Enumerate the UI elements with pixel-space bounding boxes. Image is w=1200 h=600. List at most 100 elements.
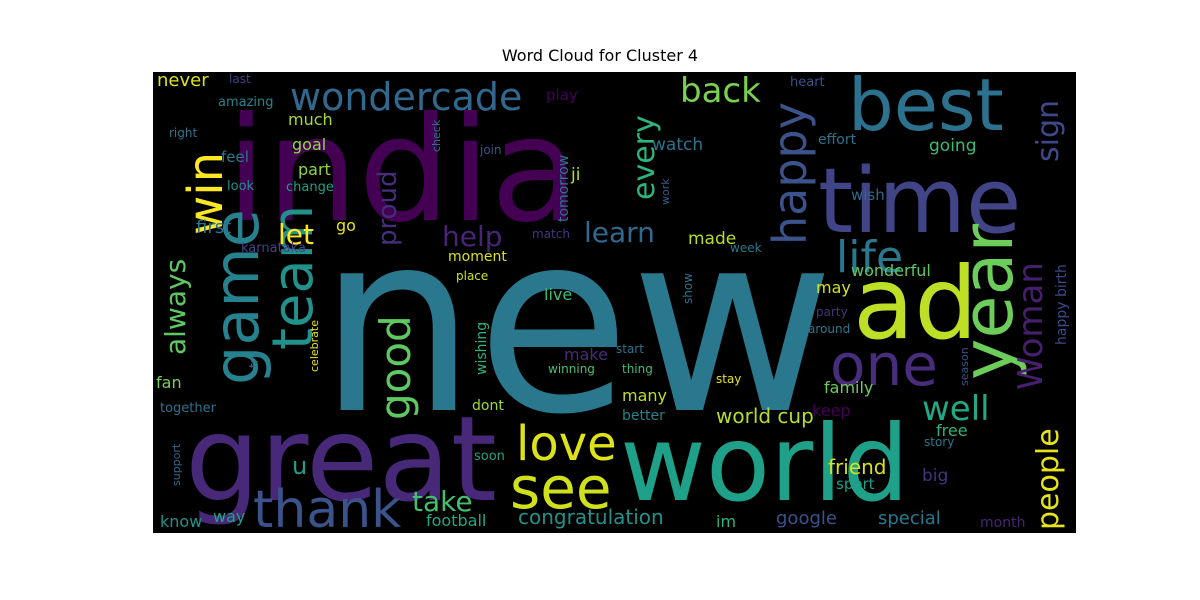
- word-new: new: [318, 178, 835, 469]
- word-congratulation: congratulation: [518, 505, 664, 529]
- word-free: free: [936, 421, 968, 440]
- word-back: back: [680, 72, 761, 111]
- word-people: people: [1031, 428, 1066, 530]
- word-tomorrow: tomorrow: [556, 155, 572, 222]
- word-happy-birth: happy birth: [1054, 264, 1070, 345]
- word-amazing: amazing: [218, 95, 274, 110]
- word-ji: ji: [570, 165, 580, 185]
- word-win: win: [178, 152, 234, 235]
- word-wondercade: wondercade: [290, 75, 522, 119]
- word-one: one: [830, 331, 938, 399]
- word-dont: dont: [472, 398, 504, 414]
- word-india: india: [226, 86, 579, 255]
- word-big: big: [922, 466, 948, 486]
- word-soon: soon: [474, 449, 505, 464]
- word-go: go: [336, 216, 356, 235]
- word-first: first: [196, 217, 231, 238]
- word-match: match: [532, 227, 570, 241]
- word-support: support: [170, 443, 183, 486]
- word-let: let: [278, 218, 314, 251]
- word-better: better: [622, 408, 665, 424]
- word-world-cup: world cup: [716, 404, 814, 428]
- word-made: made: [688, 229, 736, 249]
- word-month: month: [980, 515, 1025, 531]
- word-change: change: [286, 180, 334, 195]
- word-watch: watch: [652, 135, 703, 155]
- word-every: every: [627, 115, 662, 200]
- word-thing: thing: [622, 362, 653, 376]
- word-ad: ad: [853, 245, 978, 362]
- word-live: live: [544, 285, 572, 304]
- word-take: take: [412, 485, 473, 518]
- chart-title: Word Cloud for Cluster 4: [501, 46, 699, 65]
- word-know: know: [160, 512, 202, 531]
- word-effort: effort: [818, 132, 857, 148]
- word-woman: Woman: [1011, 262, 1051, 390]
- word-see: see: [510, 454, 612, 522]
- word-stay: stay: [716, 372, 741, 386]
- word-well: well: [922, 389, 990, 429]
- word-sign: sign: [1031, 100, 1066, 162]
- word-wonderful: wonderful: [851, 261, 931, 280]
- word-football: football: [426, 511, 486, 530]
- word-always: always: [159, 259, 192, 355]
- word-wish: wish: [851, 186, 885, 204]
- word-help: help: [442, 220, 503, 253]
- word-check: check: [430, 119, 443, 152]
- word-party: party: [816, 305, 848, 319]
- word-together: together: [160, 401, 217, 416]
- word-start: start: [616, 342, 644, 356]
- word-learn: learn: [584, 216, 655, 249]
- word-happy: happy: [763, 102, 817, 245]
- word-karnataka: karnataka: [241, 241, 306, 256]
- word-good: good: [371, 315, 420, 420]
- word-special: special: [878, 508, 941, 529]
- word-may: may: [816, 278, 851, 297]
- word-wishing: wishing: [474, 322, 490, 375]
- word-join: join: [479, 143, 502, 157]
- word-google: google: [776, 508, 837, 529]
- word-game: game: [200, 209, 273, 385]
- word-play: play: [546, 86, 578, 104]
- word-moment: moment: [448, 249, 507, 265]
- word-around: around: [808, 322, 850, 336]
- word-going: going: [929, 136, 976, 156]
- word-show: show: [681, 273, 695, 304]
- word-season: season: [958, 347, 971, 386]
- word-celebrate: celebrate: [308, 320, 321, 372]
- word-many: many: [622, 386, 667, 405]
- word-way: way: [213, 507, 245, 526]
- word-feel: feel: [221, 148, 249, 166]
- word-place: place: [456, 269, 488, 283]
- word-much: much: [288, 110, 333, 129]
- word-love: love: [516, 416, 617, 472]
- word-life: life: [836, 232, 903, 283]
- word-story: story: [924, 435, 954, 449]
- cloud-background: [153, 72, 1076, 533]
- word-week: week: [730, 241, 762, 255]
- word-goal: goal: [292, 135, 326, 154]
- word-year: year: [947, 224, 1029, 380]
- word-great: great: [185, 390, 497, 528]
- word-last: last: [229, 72, 251, 86]
- word-look: look: [227, 179, 255, 194]
- word-make: make: [564, 345, 608, 364]
- word-thank: thank: [253, 480, 401, 533]
- word-try: try: [247, 351, 261, 368]
- word-best: best: [848, 72, 1004, 147]
- word-team: team: [261, 205, 326, 350]
- word-friend: friend: [828, 455, 887, 479]
- word-keep: keep: [812, 401, 851, 420]
- word-part: part: [298, 160, 331, 179]
- word-im: im: [716, 512, 736, 531]
- word-winning: winning: [548, 362, 595, 376]
- word-cloud: new india great world time best ad year game one t…: [153, 72, 1076, 533]
- word-fan: fan: [156, 373, 182, 392]
- word-world: world: [620, 403, 909, 525]
- word-family: family: [824, 378, 873, 397]
- word-time: time: [818, 149, 1021, 254]
- word-heart: heart: [790, 75, 825, 90]
- word-sport: sport: [836, 475, 875, 493]
- word-never: never: [157, 72, 209, 91]
